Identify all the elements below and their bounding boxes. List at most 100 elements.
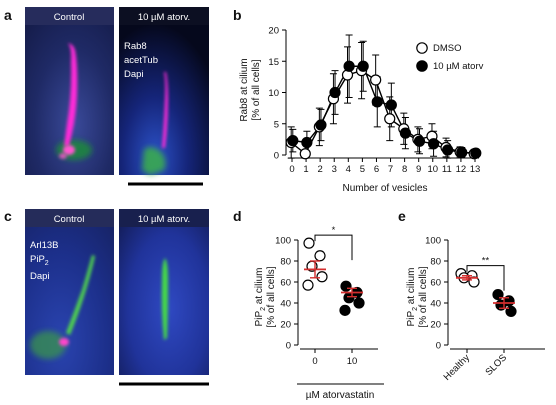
panel-letter-e: e (398, 208, 406, 224)
legend-b-dmso-label: DMSO (433, 43, 462, 54)
chart-d-ylabel-line1: PiP2 at cilium (254, 268, 267, 327)
panel-letter-c: c (4, 208, 12, 224)
chart-d-point (316, 271, 328, 283)
chart-b-point (343, 60, 355, 72)
chart-e-ytick-label: 80 (430, 257, 441, 268)
chart-b-point (370, 74, 382, 86)
chart-b-xtick-label: 8 (402, 164, 407, 175)
chart-b-ytick-label: 15 (268, 57, 279, 68)
chart-b-xtick-label: 2 (318, 164, 323, 175)
chart-d-significance-label: * (332, 225, 336, 236)
chart-e-category-label: Healthy (442, 352, 473, 383)
chart-d-ytick-label: 0 (286, 341, 291, 352)
chart-d-ylabel-line2: [% of all cells] (266, 266, 277, 327)
panel-c-label-arl13b: Arl13B (30, 240, 59, 251)
chart-b-point (399, 127, 412, 139)
chart-b-ylabel-line2: [% of all cells] (251, 59, 262, 120)
panel-c-control-title: Control (54, 214, 85, 225)
legend-b-dmso-marker (416, 42, 428, 54)
legend-b-atorv-marker (416, 60, 428, 72)
chart-d-ytick-label: 40 (280, 299, 291, 310)
chart-d-point (314, 250, 326, 262)
chart-e-ylabel-line2: [% of all cells] (418, 266, 429, 327)
micrograph-c-treated: 10 µM atorv. (119, 209, 209, 375)
chart-b-series-line (290, 69, 475, 155)
chart-b-xtick-label: 6 (374, 164, 379, 175)
chart-b-xtick-label: 3 (332, 164, 337, 175)
chart-b-point (299, 148, 311, 160)
panel-c-label-pip2: PiP2 (30, 254, 49, 267)
chart-d-point (340, 280, 352, 292)
legend-b-atorv-label: 10 µM atorv (433, 61, 484, 72)
chart-d-point (353, 297, 365, 309)
chart-d-category-label: 10 (347, 356, 358, 367)
panel-letter-a: a (4, 7, 12, 23)
chart-d-ytick-label: 80 (280, 257, 291, 268)
chart-e-category-label: SLOS (483, 352, 509, 378)
panel-c-treated-title: 10 µM atorv. (138, 214, 190, 225)
chart-d-category-label: 0 (312, 356, 317, 367)
chart-e-ytick-label: 40 (430, 299, 441, 310)
chart-d-ytick-label: 60 (280, 278, 291, 289)
chart-d-ytick-label: 20 (280, 320, 291, 331)
chart-b-point (385, 99, 397, 111)
chart-e-ytick-label: 0 (436, 341, 441, 352)
chart-b-point (427, 138, 440, 150)
chart-e-ytick-label: 100 (425, 236, 441, 247)
chart-b-point (357, 60, 369, 72)
chart-b-xtick-label: 0 (289, 164, 294, 175)
chart-b-xtick-label: 11 (442, 164, 452, 175)
chart-d-point (339, 304, 351, 316)
chart-b-ytick-label: 20 (268, 26, 279, 37)
chart-b-ytick-label: 0 (274, 151, 279, 162)
chart-b-point (413, 135, 426, 147)
chart-b-point (371, 96, 383, 108)
panel-a-label-acettub: acetTub (124, 55, 158, 66)
chart-d-xlabel: µM atorvastatin (306, 390, 375, 401)
chart-b-point (456, 146, 468, 159)
chart-d-significance-bracket (314, 234, 353, 261)
panel-c-micrographs: Control Arl13B PiP2 Dapi 10 µM atorv. (25, 209, 209, 386)
chart-b-point (470, 147, 482, 159)
chart-e-ytick-label: 60 (430, 278, 441, 289)
chart-b-point (287, 135, 299, 147)
panel-c-label-dapi: Dapi (30, 271, 50, 282)
chart-b-xtick-label: 9 (416, 164, 421, 175)
chart-b-ylabel-line1: Rab8 at cilium (239, 58, 250, 121)
chart-b-xtick-label: 5 (360, 164, 365, 175)
chart-e-ytick-label: 20 (430, 320, 441, 331)
micrograph-a-treated: 10 µM atorv. Rab8 acetTub Dapi (119, 7, 209, 175)
chart-b-xtick-label: 7 (388, 164, 393, 175)
micrograph-a-control: Control (25, 7, 114, 175)
chart-d-point (302, 279, 314, 291)
chart-e-ylabel-line1: PiP2 at cilium (406, 268, 419, 327)
micrograph-c-control: Control Arl13B PiP2 Dapi (25, 209, 114, 375)
chart-b: Rab8 at cilium [% of all cells] Number o… (239, 26, 484, 195)
panel-a-label-rab8: Rab8 (124, 41, 147, 52)
chart-b-point (315, 119, 327, 131)
panel-a-micrographs: Control 10 µM atorv. Rab8 acetTub Dapi (25, 7, 209, 186)
chart-b-ytick-label: 10 (268, 88, 279, 99)
chart-b-xtick-label: 10 (427, 164, 438, 175)
panel-a-treated-title: 10 µM atorv. (138, 12, 190, 23)
chart-b-point (329, 86, 341, 99)
chart-b-xtick-label: 4 (346, 164, 351, 175)
chart-d-ytick-label: 100 (275, 236, 291, 247)
chart-b-ytick-label: 5 (274, 119, 279, 130)
chart-d-point (303, 237, 315, 249)
panel-letter-d: d (233, 208, 242, 224)
chart-d: PiP2 at cilium [% of all cells] µM atorv… (254, 225, 384, 401)
chart-e-significance-label: ** (482, 256, 490, 267)
chart-b-xtick-label: 13 (470, 164, 481, 175)
chart-b-point (384, 113, 396, 125)
chart-b-point (442, 144, 454, 156)
chart-b-point (301, 136, 313, 149)
chart-e-significance-bracket (466, 265, 505, 291)
chart-e: PiP2 at cilium [% of all cells] 0 20 40 60 8… (406, 236, 545, 383)
panel-a-control-title: Control (54, 12, 85, 23)
chart-b-xtick-label: 12 (456, 164, 467, 175)
chart-b-xtick-label: 1 (303, 164, 308, 175)
chart-b-xlabel: Number of vesicles (342, 183, 427, 194)
panel-letter-b: b (233, 7, 242, 23)
